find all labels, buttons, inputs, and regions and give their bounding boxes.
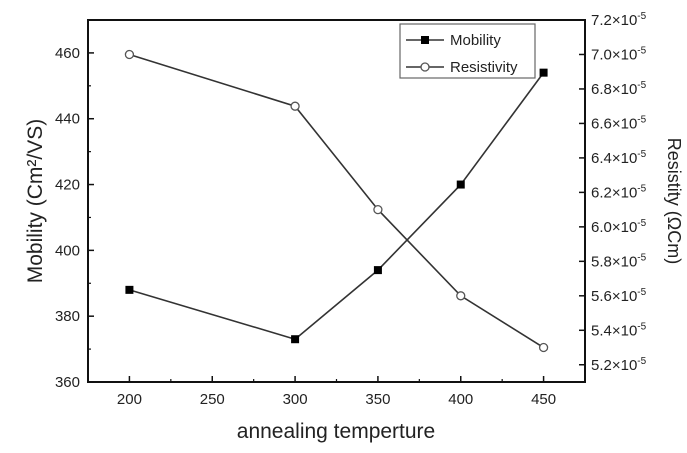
y2-tick-label: 6.2×10-5	[591, 183, 647, 201]
legend-label-mobility: Mobility	[450, 32, 501, 49]
y-tick-label: 380	[55, 308, 80, 325]
legend-marker-resistivity	[420, 62, 430, 72]
y-tick-label: 400	[55, 242, 80, 259]
y2-tick-label: 6.6×10-5	[591, 114, 647, 132]
x-tick-label: 400	[448, 391, 473, 408]
y2-tick-label: 6.0×10-5	[591, 218, 647, 236]
x-axis-label: annealing temperture	[237, 420, 435, 443]
y2-tick-label: 5.4×10-5	[591, 321, 647, 339]
resistivity-point	[456, 291, 466, 301]
y2-tick-label: 6.8×10-5	[591, 80, 647, 98]
y-tick-label: 420	[55, 177, 80, 194]
mobility-line	[129, 72, 545, 341]
y2-tick-label: 7.0×10-5	[591, 45, 647, 63]
y2-axis-label: Resistity (ΩCm)	[664, 138, 684, 264]
mobility-point	[125, 285, 134, 294]
mobility-point	[456, 180, 465, 189]
x-tick-label: 300	[283, 391, 308, 408]
legend-label-resistivity: Resistivity	[450, 59, 518, 76]
legend-marker-mobility	[421, 36, 429, 44]
y-tick-label: 440	[55, 111, 80, 128]
resistivity-point	[538, 342, 549, 353]
resistivity-point	[290, 101, 300, 111]
resistivity-line	[129, 53, 545, 349]
x-tick-label: 450	[531, 391, 556, 408]
y2-tick-label: 5.2×10-5	[591, 356, 647, 374]
resistivity-point	[124, 49, 135, 60]
mobility-point	[373, 266, 382, 275]
y-tick-label: 360	[55, 374, 80, 391]
y2-tick-label: 7.2×10-5	[591, 11, 647, 29]
x-tick-label: 350	[365, 391, 390, 408]
y2-tick-label: 6.4×10-5	[591, 149, 647, 167]
resistivity-point	[373, 204, 383, 215]
mobility-point	[291, 335, 300, 344]
mobility-point	[539, 68, 548, 77]
y2-tick-label: 5.8×10-5	[591, 252, 647, 270]
x-tick-label: 200	[117, 391, 142, 408]
y-axis-label: Mobility (Cm²/VS)	[24, 119, 47, 284]
y-tick-label: 460	[55, 45, 80, 62]
legend: Mobility Resistivity	[399, 23, 536, 79]
legend-box	[399, 23, 536, 79]
x-tick-label: 250	[200, 391, 225, 408]
y2-tick-label: 5.6×10-5	[591, 287, 647, 305]
